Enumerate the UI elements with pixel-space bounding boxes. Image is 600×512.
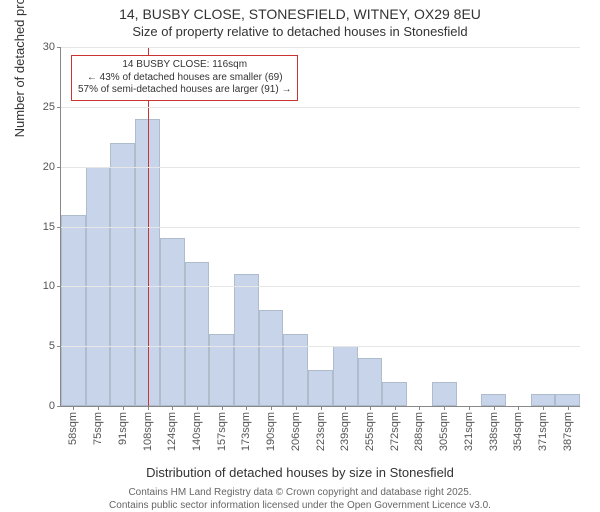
x-tick-label: 75sqm <box>92 412 104 445</box>
x-tick-label: 140sqm <box>191 412 203 451</box>
page-title-line1: 14, BUSBY CLOSE, STONESFIELD, WITNEY, OX… <box>0 6 600 22</box>
plot-area: 58sqm75sqm91sqm108sqm124sqm140sqm157sqm1… <box>60 47 580 407</box>
x-tick-label: 206sqm <box>290 412 302 451</box>
x-tick-label: 305sqm <box>438 412 450 451</box>
x-tick-label: 321sqm <box>463 412 475 451</box>
bar <box>382 382 407 406</box>
x-tick-label: 124sqm <box>166 412 178 451</box>
bar <box>432 382 457 406</box>
bar <box>481 394 506 406</box>
page-title-line2: Size of property relative to detached ho… <box>0 24 600 39</box>
x-tick-label: 190sqm <box>265 412 277 451</box>
gridline <box>61 227 580 228</box>
y-tick-label: 10 <box>43 280 55 292</box>
gridline <box>61 167 580 168</box>
annotation-line3: 57% of semi-detached houses are larger (… <box>78 84 291 97</box>
bar <box>259 310 284 406</box>
bar <box>61 215 86 406</box>
y-tick-label: 30 <box>43 41 55 53</box>
bar <box>110 143 135 406</box>
y-tick-mark <box>57 227 61 228</box>
annotation-box: 14 BUSBY CLOSE: 116sqm ← 43% of detached… <box>71 55 298 101</box>
bar <box>358 358 383 406</box>
x-tick-label: 338sqm <box>488 412 500 451</box>
x-tick-label: 354sqm <box>512 412 524 451</box>
footer-line2: Contains public sector information licen… <box>0 499 600 512</box>
annotation-line1: 14 BUSBY CLOSE: 116sqm <box>78 59 291 72</box>
bar <box>160 238 185 406</box>
bar <box>308 370 333 406</box>
y-tick-label: 20 <box>43 161 55 173</box>
x-tick-label: 58sqm <box>67 412 79 445</box>
y-axis-label: Number of detached properties <box>12 0 27 137</box>
bar <box>555 394 580 406</box>
gridline <box>61 346 580 347</box>
y-tick-label: 5 <box>49 340 55 352</box>
y-tick-label: 15 <box>43 221 55 233</box>
gridline <box>61 286 580 287</box>
x-tick-label: 255sqm <box>364 412 376 451</box>
bar <box>185 262 210 406</box>
footer-attribution: Contains HM Land Registry data © Crown c… <box>0 486 600 512</box>
gridline <box>61 406 580 407</box>
bar <box>209 334 234 406</box>
y-tick-mark <box>57 47 61 48</box>
annotation-line2: ← 43% of detached houses are smaller (69… <box>78 72 291 85</box>
x-tick-label: 272sqm <box>389 412 401 451</box>
bar <box>531 394 556 406</box>
y-tick-label: 0 <box>49 400 55 412</box>
x-tick-label: 91sqm <box>117 412 129 445</box>
y-tick-mark <box>57 286 61 287</box>
y-tick-mark <box>57 167 61 168</box>
y-tick-mark <box>57 107 61 108</box>
y-tick-label: 25 <box>43 101 55 113</box>
y-tick-mark <box>57 406 61 407</box>
histogram-chart: Number of detached properties 58sqm75sqm… <box>60 47 580 407</box>
bar <box>333 346 358 406</box>
x-tick-label: 387sqm <box>562 412 574 451</box>
gridline <box>61 107 580 108</box>
x-axis-label: Distribution of detached houses by size … <box>0 465 600 480</box>
x-tick-label: 108sqm <box>142 412 154 451</box>
gridline <box>61 47 580 48</box>
x-tick-label: 239sqm <box>339 412 351 451</box>
footer-line1: Contains HM Land Registry data © Crown c… <box>0 486 600 499</box>
bar <box>283 334 308 406</box>
x-tick-label: 371sqm <box>537 412 549 451</box>
x-tick-label: 223sqm <box>315 412 327 451</box>
x-tick-label: 157sqm <box>216 412 228 451</box>
x-tick-label: 173sqm <box>240 412 252 451</box>
bar <box>234 274 259 406</box>
y-tick-mark <box>57 346 61 347</box>
x-tick-label: 288sqm <box>413 412 425 451</box>
